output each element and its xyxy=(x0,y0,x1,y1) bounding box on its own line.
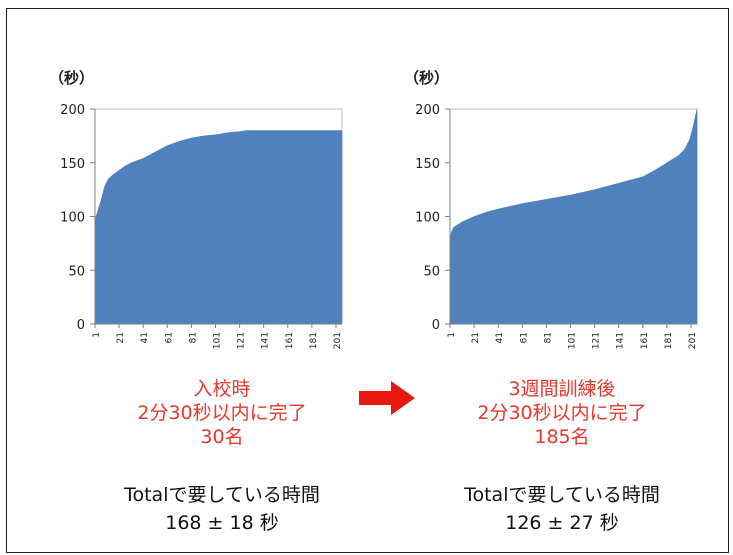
y-tick-label: 50 xyxy=(68,264,85,279)
x-tick-label: 61 xyxy=(164,332,174,343)
y-tick-label: 0 xyxy=(432,318,440,333)
caption-line: 3週間訓練後 xyxy=(508,378,616,400)
y-tick-label: 200 xyxy=(415,103,440,118)
x-tick-label: 141 xyxy=(616,332,626,349)
caption-line: 2分30秒以内に完了 xyxy=(137,402,307,424)
x-tick-label: 201 xyxy=(688,332,698,349)
stats-after: Totalで要している時間 126 ± 27 秒 xyxy=(432,481,692,537)
stats-label: Totalで要している時間 xyxy=(464,484,660,506)
right-arrow-icon xyxy=(359,381,415,419)
x-tick-label: 1 xyxy=(447,332,457,338)
x-tick-label: 181 xyxy=(664,332,674,349)
chart-panel-after: （秒） 0 50 100 150 200 1 21 41 61 81 101 121 141 161 181… xyxy=(392,9,722,554)
area-series xyxy=(94,130,343,325)
y-tick-label: 200 xyxy=(60,103,85,118)
stats-value: 168 ± 18 秒 xyxy=(165,512,279,534)
stats-before: Totalで要している時間 168 ± 18 秒 xyxy=(92,481,352,537)
y-tick-label: 100 xyxy=(60,211,85,226)
y-tick-label: 0 xyxy=(77,318,85,333)
y-tick-label: 100 xyxy=(415,211,440,226)
caption-after: 3週間訓練後 2分30秒以内に完了 185名 xyxy=(432,377,692,449)
x-tick-label: 121 xyxy=(592,332,602,349)
x-tick-label: 101 xyxy=(567,332,577,349)
x-tick-label: 161 xyxy=(640,332,650,349)
x-tick-label: 41 xyxy=(140,332,150,343)
chart-panel-before: （秒） 0 50 100 150 200 1 21 41 61 81 101 121 141 161 181… xyxy=(37,9,367,554)
x-tick-label: 61 xyxy=(519,332,529,343)
area-series xyxy=(449,108,698,325)
x-tick-label: 21 xyxy=(471,332,481,343)
y-tick-label: 150 xyxy=(60,157,85,172)
y-tick-label: 150 xyxy=(415,157,440,172)
x-tick-label: 81 xyxy=(543,332,553,343)
x-tick-label: 161 xyxy=(285,332,295,349)
caption-line: 185名 xyxy=(534,426,590,448)
figure-frame: （秒） 0 50 100 150 200 1 21 41 61 81 101 121 141 161 181… xyxy=(6,8,729,553)
y-tick-label: 50 xyxy=(423,264,440,279)
caption-before: 入校時 2分30秒以内に完了 30名 xyxy=(92,377,352,449)
caption-line: 入校時 xyxy=(193,378,251,400)
x-tick-label: 21 xyxy=(116,332,126,343)
x-tick-label: 201 xyxy=(333,332,343,349)
caption-line: 2分30秒以内に完了 xyxy=(477,402,647,424)
x-tick-label: 121 xyxy=(237,332,247,349)
x-tick-label: 1 xyxy=(92,332,102,338)
caption-line: 30名 xyxy=(200,426,244,448)
x-tick-label: 141 xyxy=(261,332,271,349)
x-tick-label: 181 xyxy=(309,332,319,349)
x-tick-label: 81 xyxy=(188,332,198,343)
x-tick-label: 101 xyxy=(212,332,222,349)
stats-label: Totalで要している時間 xyxy=(124,484,320,506)
y-unit-label: （秒） xyxy=(404,69,450,87)
y-unit-label: （秒） xyxy=(49,69,95,87)
stats-value: 126 ± 27 秒 xyxy=(505,512,619,534)
x-tick-label: 41 xyxy=(495,332,505,343)
